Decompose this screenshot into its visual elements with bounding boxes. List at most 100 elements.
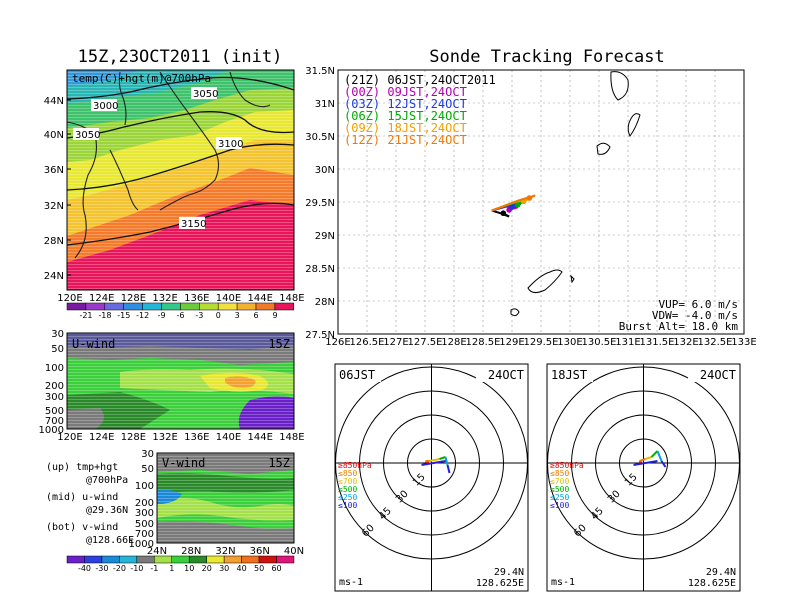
wind-colorbar-swatch (101, 555, 120, 564)
vwind-p-tick: 50 (141, 464, 154, 475)
wind-colorbar-label: 30 (219, 564, 229, 573)
map-lat-tick: 36N (44, 165, 64, 176)
vwind-time: 15Z (268, 456, 290, 470)
track-lat-tick: 28N (315, 297, 335, 308)
vwind-p-tick: 100 (135, 481, 154, 492)
burst-text: Burst Alt= 18.0 km (619, 320, 739, 333)
wind-colorbar-label: -20 (113, 564, 126, 573)
hodograph-date: 24OCT (700, 368, 736, 382)
uwind-p-tick: 30 (51, 329, 64, 340)
hodograph-lon: 128.625E (688, 578, 736, 589)
track-landing-point (509, 203, 515, 210)
hodograph-level-label: ≥850hPa (338, 461, 372, 470)
hodograph-segment (633, 460, 658, 466)
temp-colorbar-label: 0 (216, 311, 221, 320)
map-lon-tick: 120E (57, 293, 82, 304)
vwind-lat-tick: 32N (215, 546, 235, 557)
track-lines (491, 194, 536, 218)
hodograph-segment (429, 458, 440, 462)
track-lon-tick: 132E (673, 337, 698, 348)
left-title: 15Z,23OCT2011 (init) (78, 47, 283, 67)
hodograph-segment (446, 464, 451, 474)
vwind-label: V-wind (162, 456, 205, 470)
wind-colorbar-label: -1 (150, 564, 158, 573)
wind-colorbar-label: -10 (130, 564, 143, 573)
map-lon-tick: 124E (89, 293, 114, 304)
wind-colorbar-swatch (223, 555, 242, 564)
vwind-lat-tick: 40N (284, 546, 304, 557)
wind-colorbar-swatch (276, 555, 295, 564)
wind-colorbar-label: 10 (184, 564, 194, 573)
uwind-lon-tick: 144E (247, 432, 272, 443)
temp-colorbar-label: -18 (98, 311, 111, 320)
track-lat-tick: 30N (315, 165, 335, 176)
contour-label: 3050 (193, 89, 218, 100)
map-lon-tick: 128E (121, 293, 146, 304)
wind-colorbar-swatch (119, 555, 138, 564)
note-up: (up) tmp+hgt (46, 462, 118, 473)
uwind-p-tick: 1000 (39, 425, 64, 436)
contour-label: 3100 (218, 139, 243, 150)
temp-colorbar-label: -21 (79, 311, 92, 320)
temp-colorbar-swatch (161, 302, 181, 311)
hodograph-unit: ms-1 (339, 577, 363, 588)
track-series-line (491, 209, 510, 218)
right-title: Sonde Tracking Forecast (429, 47, 664, 67)
track-lat-tick: 27.5N (305, 330, 335, 341)
hodograph-level-label: ≤700 (550, 477, 569, 486)
uwind-p-tick: 200 (45, 381, 64, 392)
hodograph-unit: ms-1 (551, 577, 575, 588)
vwind-panel (157, 453, 294, 543)
track-lat-tick: 29N (315, 231, 335, 242)
track-legend-entry: (21Z) 06JST,24OCT2011 (344, 73, 496, 87)
wind-colorbar-label: 20 (202, 564, 212, 573)
temp-colorbar-label: 9 (272, 311, 277, 320)
hodograph-segment (650, 450, 659, 458)
map-lat-tick: 40N (44, 130, 64, 141)
temp-colorbar-label: -3 (195, 311, 203, 320)
wind-colorbar-label: 1 (169, 564, 174, 573)
hodograph-date-box (688, 366, 738, 382)
uwind-p-tick: 100 (45, 363, 64, 374)
note-up-level: @700hPa (86, 475, 128, 486)
map-lon-tick: 132E (152, 293, 177, 304)
contour-label: 3000 (93, 101, 118, 112)
vwind-lat-tick: 24N (147, 546, 167, 557)
track-lat-tick: 29.5N (305, 198, 335, 209)
hodograph-lon: 128.625E (476, 578, 524, 589)
wind-colorbar-swatch (154, 555, 173, 564)
hodograph-segment (439, 456, 446, 460)
map-lat-tick: 28N (44, 236, 64, 247)
track-legend-entry: (06Z) 15JST,24OCT (344, 109, 467, 123)
hodograph-segment (639, 458, 646, 462)
temp-colorbar-swatch (255, 302, 276, 311)
track-grid (338, 70, 744, 334)
track-landing-point (500, 210, 507, 217)
track-lat-tick: 31.5N (305, 66, 335, 77)
contour-label: 3050 (75, 130, 100, 141)
temp-colorbar-swatch (217, 302, 238, 311)
wind-colorbar-swatch (206, 555, 225, 564)
map-label: temp(C)+hgt(m)@700hPa (72, 72, 211, 85)
hodograph-lat: 29.4N (706, 567, 736, 578)
hodograph-segment (660, 460, 667, 468)
track-legend-entry: (00Z) 09JST,24OCT (344, 85, 467, 99)
vwind-lat-tick: 36N (250, 546, 270, 557)
wind-colorbar-swatch (136, 555, 155, 564)
hodograph-time-box (549, 366, 593, 382)
track-lon-tick: 133E (731, 337, 756, 348)
track-legend-entry: (12Z) 21JST,24OCT (344, 133, 467, 147)
wind-colorbar-swatch (241, 555, 260, 564)
temp-colorbar-swatch (85, 302, 106, 311)
map-lat-tick: 24N (44, 271, 64, 282)
uwind-p-tick: 50 (51, 344, 64, 355)
wind-colorbar-swatch (84, 555, 103, 564)
map-lat-tick: 44N (44, 96, 64, 107)
uwind-lon-tick: 132E (152, 432, 177, 443)
hodograph-segment (444, 456, 449, 466)
temp-colorbar-swatch (199, 302, 219, 311)
wind-colorbar-label: 50 (254, 564, 264, 573)
map-lon-tick: 144E (247, 293, 272, 304)
